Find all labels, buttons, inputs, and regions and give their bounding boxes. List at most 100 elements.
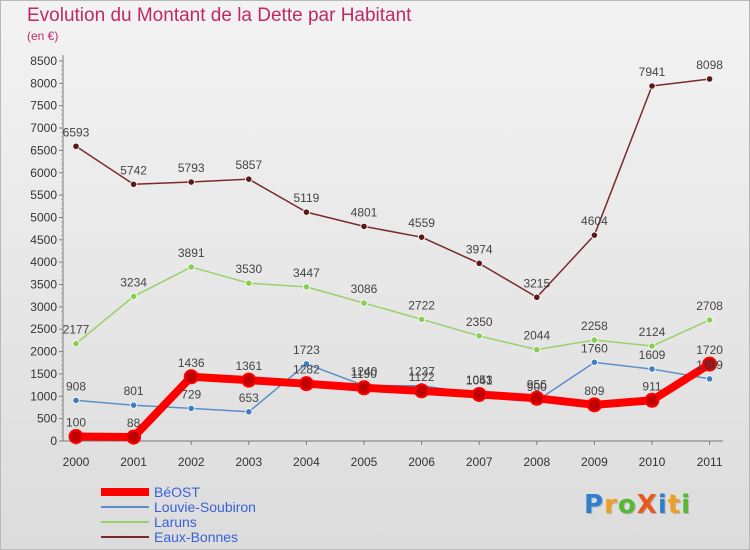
data-point: [72, 396, 80, 405]
x-tick-label: 2005: [351, 455, 378, 469]
data-point: [126, 429, 142, 445]
y-tick-label: 4000: [30, 255, 57, 269]
chart-subtitle: (en €): [27, 29, 59, 43]
data-label: 1720: [696, 343, 723, 357]
x-tick-label: 2003: [235, 455, 262, 469]
data-label: 729: [181, 387, 201, 401]
legend-label: Laruns: [154, 514, 197, 530]
data-point: [130, 292, 138, 301]
data-label: 2708: [696, 299, 723, 313]
data-point: [590, 358, 599, 366]
x-tick-label: 2008: [523, 455, 550, 469]
x-tick-label: 2011: [697, 455, 723, 469]
data-point: [187, 263, 195, 271]
data-point: [586, 397, 602, 413]
x-tick-label: 2002: [178, 455, 205, 469]
data-point: [302, 283, 310, 291]
x-tick-label: 2004: [293, 455, 320, 469]
data-point: [302, 208, 310, 216]
logo-letter: o: [617, 490, 637, 520]
proxiti-logo: ProXiti: [584, 490, 691, 520]
data-label: 5857: [235, 158, 262, 172]
data-label: 2258: [581, 319, 608, 333]
data-point: [471, 386, 487, 402]
data-label: 2350: [466, 315, 493, 329]
data-label: 1190: [351, 367, 377, 381]
data-point: [130, 180, 138, 188]
data-label: 6593: [63, 125, 90, 139]
data-point: [590, 336, 599, 344]
y-tick-label: 5000: [30, 210, 57, 224]
x-tick-label: 2006: [408, 455, 435, 469]
data-label: 1122: [409, 370, 435, 384]
y-tick-label: 1000: [30, 389, 57, 403]
data-point: [298, 376, 314, 392]
data-label: 653: [239, 391, 259, 405]
data-label: 956: [527, 377, 547, 391]
legend-label: Louvie-Soubiron: [154, 499, 256, 515]
data-point: [414, 383, 430, 399]
data-label: 900: [527, 380, 547, 394]
chart-axes: 0 500 1000 1500 2000 2500 3000 3500 4000 4500 5000…: [30, 54, 723, 469]
data-label: 1361: [235, 359, 262, 373]
data-label: 1240: [351, 365, 378, 379]
y-tick-label: 3000: [30, 300, 57, 314]
data-point: [72, 340, 80, 348]
data-point: [705, 375, 714, 383]
data-label: 1436: [178, 356, 205, 370]
data-label: 2722: [408, 298, 435, 312]
data-point: [360, 222, 368, 230]
data-point: [187, 178, 195, 186]
data-label: 4604: [581, 214, 608, 228]
data-label: 2177: [63, 323, 90, 337]
data-label: 1760: [581, 341, 608, 355]
x-tick-label: 2000: [63, 455, 90, 469]
data-point: [356, 380, 372, 396]
data-label: 3086: [351, 282, 378, 296]
data-label: 1723: [293, 343, 320, 357]
data-label: 911: [642, 379, 661, 393]
data-point: [705, 316, 714, 324]
data-label: 1053: [466, 373, 493, 387]
data-point: [72, 142, 80, 150]
legend-swatch: [101, 536, 149, 538]
logo-letter: X: [636, 490, 658, 520]
y-tick-label: 4500: [30, 233, 57, 247]
data-point: [187, 404, 195, 413]
y-tick-label: 8500: [30, 54, 57, 68]
logo-letter: i: [681, 490, 692, 520]
data-label: 908: [66, 379, 86, 393]
legend-swatch: [101, 506, 149, 508]
series-line-laruns: [75, 266, 711, 351]
chart-title: Evolution du Montant de la Dette par Hab…: [27, 5, 412, 26]
data-label: 8098: [696, 58, 723, 72]
data-label: 1282: [293, 363, 320, 377]
legend-swatch: [101, 521, 149, 523]
data-label: 1237: [408, 365, 435, 379]
data-point: [183, 369, 199, 385]
data-point: [529, 390, 545, 406]
y-tick-label: 3500: [30, 278, 57, 292]
x-tick-label: 2001: [120, 455, 147, 469]
data-point: [705, 75, 714, 83]
data-label: 801: [124, 384, 144, 398]
x-tick-label: 2010: [639, 455, 666, 469]
data-point: [533, 346, 541, 354]
logo-letter: t: [667, 490, 682, 520]
data-point: [475, 332, 483, 340]
y-tick-label: 8000: [30, 76, 57, 90]
data-point: [648, 342, 656, 350]
data-label: 88: [127, 416, 141, 430]
data-point: [417, 315, 426, 323]
data-point: [702, 356, 718, 372]
data-label: 3215: [523, 276, 550, 290]
legend-label: BéOST: [154, 484, 200, 500]
data-point: [417, 233, 426, 241]
data-label: 3974: [466, 242, 493, 256]
data-label: 809: [584, 384, 604, 398]
data-label: 2044: [523, 329, 550, 343]
data-label: 2124: [639, 325, 666, 339]
x-tick-label: 2007: [466, 455, 493, 469]
y-tick-label: 1500: [30, 367, 57, 381]
